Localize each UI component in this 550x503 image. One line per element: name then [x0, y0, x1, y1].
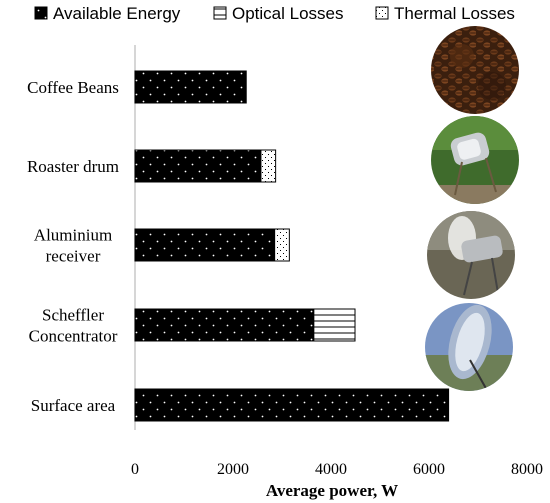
- legend-swatch-optical-losses: [213, 6, 227, 20]
- scheffler-concentrator-photo: [425, 303, 513, 391]
- legend-swatch-thermal-losses: [375, 6, 389, 20]
- bar-roaster-drum-available-energy: [134, 149, 262, 183]
- bar-scheffler-concentrator-optical-losses: [313, 308, 356, 342]
- legend: Available Energy Optical Losses Thermal …: [34, 4, 515, 23]
- x-tick-label-2000: 2000: [217, 461, 249, 478]
- bar-aluminium-receiver-thermal-losses: [274, 228, 290, 262]
- legend-label-optical-losses: Optical Losses: [232, 4, 344, 23]
- x-axis-title: Average power, W: [266, 481, 398, 500]
- bar-surface-area-available-energy: [134, 388, 450, 422]
- category-label-surface-area: Surface area: [31, 396, 116, 415]
- roaster-drum-photo: [431, 116, 519, 204]
- x-tick-label-8000: 8000: [511, 461, 543, 478]
- x-tick-label-6000: 6000: [413, 461, 445, 478]
- bar-roaster-drum-thermal-losses: [260, 149, 277, 183]
- x-tick-label-0: 0: [131, 461, 139, 478]
- category-label-roaster-drum: Roaster drum: [27, 157, 119, 176]
- category-label-aluminium-receiver: Aluminium receiver: [34, 226, 112, 266]
- category-label-scheffler-concentrator: Scheffler Concentrator: [29, 306, 118, 346]
- x-tick-label-4000: 4000: [315, 461, 347, 478]
- bar-aluminium-receiver-available-energy: [134, 228, 276, 262]
- legend-label-available-energy: Available Energy: [53, 4, 181, 23]
- bar-scheffler-concentrator-available-energy: [134, 308, 315, 342]
- plot-area: Coffee Beans Roaster drum Aluminium receive…: [27, 45, 543, 478]
- category-label-coffee-beans: Coffee Beans: [27, 78, 119, 97]
- bar-coffee-beans-available-energy: [134, 70, 247, 104]
- legend-label-thermal-losses: Thermal Losses: [394, 4, 515, 23]
- legend-swatch-available-energy: [34, 6, 48, 20]
- coffee-beans-photo: [431, 26, 519, 114]
- aluminium-receiver-photo: [427, 211, 515, 299]
